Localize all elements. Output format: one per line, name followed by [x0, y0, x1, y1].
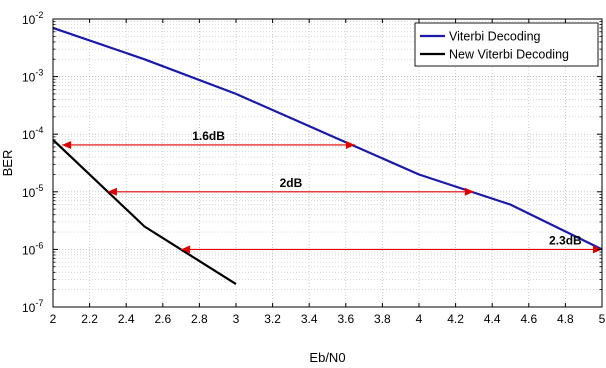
x-tick-label: 4 [416, 312, 423, 326]
x-tick-label: 4.4 [484, 312, 501, 326]
annotation-arrowhead-left [181, 245, 191, 254]
x-tick-label: 4.6 [520, 312, 537, 326]
x-tick-label: 2.2 [81, 312, 98, 326]
x-tick-label: 4.2 [447, 312, 464, 326]
series-group [52, 26, 603, 286]
x-tick-label: 5 [599, 312, 606, 326]
annotation-label-2: 2dB [280, 176, 303, 190]
x-tick-label: 2.6 [154, 312, 171, 326]
y-axis-label: BER [0, 150, 15, 177]
x-tick-label: 3.4 [301, 312, 318, 326]
x-tick-label: 2 [50, 312, 57, 326]
x-axis-label: Eb/N0 [309, 350, 345, 365]
x-tick-label: 2.4 [118, 312, 135, 326]
y-tick-label: 10-7 [22, 298, 43, 315]
x-tick-label: 2.8 [191, 312, 208, 326]
x-tick-label: 3.8 [374, 312, 391, 326]
y-tick-label: 10-3 [22, 68, 43, 85]
plot-frame [52, 18, 603, 308]
legend-box [414, 22, 599, 67]
annotation-arrowhead-left [62, 140, 72, 149]
legend-label-1: Viterbi Decoding [449, 30, 541, 44]
y-tick-label: 10-4 [22, 125, 43, 142]
axes-ticks: 2 2.2 2.4 2.6 2.8 3 3.2 3.4 3.6 3.8 4 4.2 4.4 4.6 4.8 5… [22, 10, 606, 326]
legend: Viterbi Decoding New Viterbi Decoding [414, 22, 599, 67]
annotation-arrowhead-right [345, 140, 355, 149]
y-tick-label: 10-2 [22, 10, 43, 27]
x-tick-label: 3.2 [264, 312, 281, 326]
annotation-label-3: 2.3dB [549, 233, 582, 247]
legend-label-2: New Viterbi Decoding [449, 48, 569, 62]
series-line-1 [52, 26, 603, 251]
y-tick-label: 10-6 [22, 240, 43, 257]
x-tick-label: 4.8 [557, 312, 574, 326]
y-tick-label: 10-5 [22, 183, 43, 200]
annotation-arrowhead-left [107, 187, 117, 196]
x-tick-label: 3.6 [337, 312, 354, 326]
x-tick-label: 3 [233, 312, 240, 326]
annotation-arrowhead-right [464, 187, 474, 196]
series-line-2 [52, 139, 237, 286]
annotation-label-1: 1.6dB [192, 129, 225, 143]
